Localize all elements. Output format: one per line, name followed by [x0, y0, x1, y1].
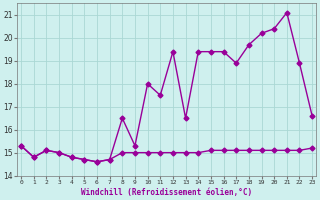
X-axis label: Windchill (Refroidissement éolien,°C): Windchill (Refroidissement éolien,°C) [81, 188, 252, 197]
